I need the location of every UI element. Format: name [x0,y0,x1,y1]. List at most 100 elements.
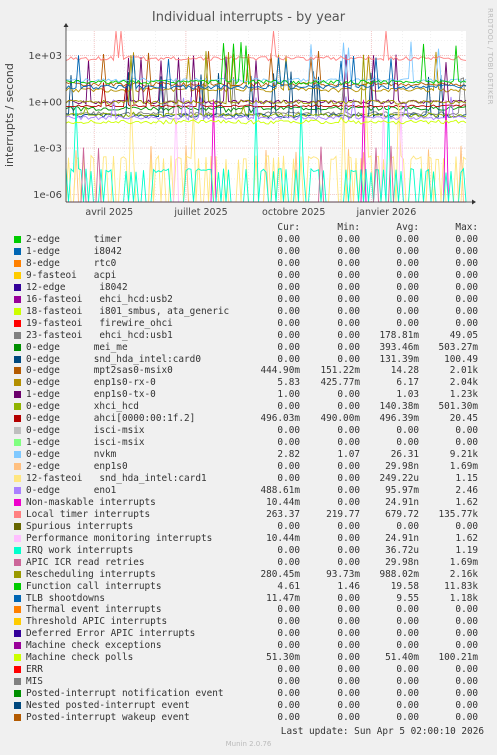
legend-row: Spurious interrupts 0.00 0.00 0.00 0.00 [0,521,497,533]
legend-max-value: 2.16k [449,568,478,580]
legend-min-value: 0.00 [337,341,360,353]
legend-max-value: 1.62 [455,496,478,508]
legend-min-value: 0.00 [337,473,360,484]
legend-swatch [14,451,21,459]
legend-row: Posted-interrupt notification event 0.00 0… [0,688,497,700]
legend-swatch [14,391,21,399]
legend-series-name: 23-fasteoi ehci_hcd:usb1 [26,329,173,341]
legend-avg-value: 9.55 [396,592,419,604]
legend-swatch [14,642,21,650]
legend-swatch [14,415,21,423]
legend-min-value: 0.00 [337,401,360,413]
legend-max-value: 9.21k [449,449,478,461]
legend-avg-value: 0.00 [396,700,419,712]
legend-swatch [14,343,21,351]
legend-max-value: 1.69m [449,461,478,473]
legend-min-value: 219.77 [326,508,360,520]
legend-max-value: 0.00 [455,281,478,293]
legend-swatch [14,475,21,482]
legend-series-name: 18-fasteoi i801_smbus, ata_generic [26,305,230,317]
legend-min-value: 0.00 [337,628,360,640]
legend-swatch [14,690,21,698]
legend-avg-value: 0.00 [396,676,419,688]
legend-series-name: Nested posted-interrupt event [26,700,190,712]
legend-max-value: 0.00 [455,700,478,712]
legend-min-value: 0.00 [337,389,360,401]
legend-row: Non-maskable interrupts 10.44m 0.00 24.91n 1… [0,497,497,509]
y-tick-label: 1e+03 [28,51,62,62]
legend-series-name: 0-edge mei_me [26,341,128,353]
legend-series-name: 0-edge ahci[0000:00:1f.2] [26,413,196,425]
legend-cur-value: 10.44m [266,532,300,544]
legend-max-value: 1.23k [449,389,478,401]
legend-avg-value: 131.39m [379,353,419,365]
legend-max-value: 0.00 [455,676,478,688]
legend-min-value: 0.00 [337,712,360,723]
series-line [65,54,467,106]
legend-max-value: 0.00 [455,712,478,723]
legend-max-value: 20.45 [449,413,478,425]
series-line [65,116,467,125]
legend-swatch [14,534,21,542]
series-line [66,82,467,108]
legend-swatch [14,582,21,590]
legend-max-value: 501.30m [438,401,478,413]
legend-swatch [14,236,21,243]
legend-cur-value: 280.45m [260,568,300,580]
legend-swatch [14,678,21,686]
legend-max-value: 1.18k [449,592,478,604]
legend-series-name: Non-maskable interrupts [26,496,156,508]
legend-series-name: IRQ work interrupts [26,544,134,556]
series-line [65,51,467,106]
legend-max-value: 0.00 [455,293,478,305]
legend-min-value: 93.73m [326,568,360,580]
legend-avg-value: 178.81m [379,329,419,341]
legend-cur-value: 0.00 [277,317,300,329]
legend-min-value: 0.00 [337,604,360,616]
legend-row: 0-edge enp1s0-rx-0 5.83 425.77m 6.17 2.04k [0,377,497,389]
legend-series-name: Performance monitoring interrupts [26,532,213,544]
legend-min-value: 0.00 [337,317,360,329]
legend-avg-value: 0.00 [396,437,419,449]
legend-swatch [14,606,21,614]
legend-series-name: Local timer interrupts [26,508,151,520]
legend-min-value: 1.46 [337,580,360,592]
legend-avg-value: 0.00 [396,604,419,616]
legend-avg-value: 0.00 [396,425,419,437]
legend-series-name: Posted-interrupt wakeup event [26,712,190,723]
legend-row: 12-fasteoi snd_hda_intel:card1 0.00 0.00 24… [0,473,497,485]
legend-row: 23-fasteoi ehci_hcd:usb1 0.00 0.00 178.81m 4… [0,330,497,342]
legend-cur-value: 0.00 [277,281,300,293]
legend-min-value: 0.00 [337,496,360,508]
legend-series-name: 12-edge i8042 [26,281,128,293]
legend-max-value: 1.15 [455,473,478,484]
col-max-header: Max: [455,222,478,233]
axes: 1e+03 1e+00 1e-03 1e-06 avril 2025 juillet 20… [28,23,476,218]
munin-version: Munin 2.0.76 [225,740,272,748]
legend-series-name: 1-edge isci-msix [26,437,145,449]
legend-min-value: 0.00 [337,520,360,532]
legend-min-value: 151.22m [320,365,360,377]
legend-avg-value: 0.00 [396,305,419,317]
legend-series-name: Spurious interrupts [26,520,134,532]
legend-series-name: Posted-interrupt notification event [26,688,224,700]
legend-avg-value: 0.00 [396,281,419,293]
legend-min-value: 0.00 [337,616,360,628]
chart-title: Individual interrupts - by year [151,10,346,25]
legend-min-value: 0.00 [337,461,360,473]
legend-avg-value: 14.28 [390,365,419,377]
legend-header: Cur: Min: Avg: Max: [0,222,497,234]
legend-min-value: 0.00 [337,544,360,556]
legend-series-name: 0-edge mpt2sas0-msix0 [26,365,173,377]
legend-min-value: 0.00 [337,592,360,604]
legend-swatch [14,307,21,315]
legend-avg-value: 679.72 [385,508,419,520]
legend-avg-value: 0.00 [396,616,419,628]
legend-avg-value: 1.03 [396,389,419,401]
legend-series-name: 16-fasteoi ehci_hcd:usb2 [26,293,173,305]
legend-series-name: 0-edge snd_hda_intel:card0 [26,353,201,365]
legend-max-value: 0.00 [455,305,478,317]
series-line [65,105,467,203]
legend-min-value: 0.00 [337,484,360,496]
legend-min-value: 0.00 [337,293,360,305]
